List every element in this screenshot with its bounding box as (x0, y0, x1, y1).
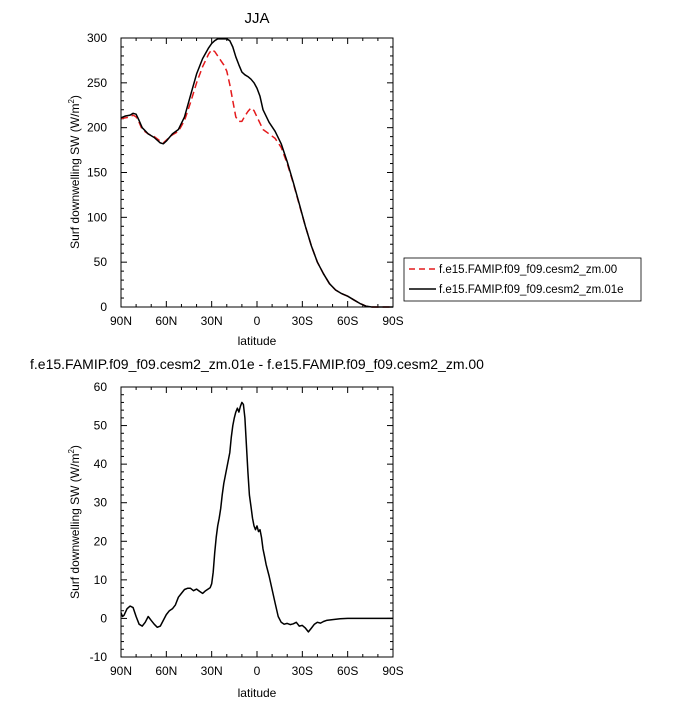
bottom-chart-series-0-line (120, 401, 393, 633)
bottom-chart-y-tick-label: 30 (94, 496, 108, 510)
top-chart-y-tick-label: 200 (87, 121, 107, 135)
bottom-chart-y-tick-labels: -10 0 10 20 30 40 50 60 (90, 380, 108, 664)
legend-label-series-1: f.e15.FAMIP.f09_f09.cesm2_zm.01e (439, 284, 624, 296)
bottom-chart-x-tick-label: 90N (110, 664, 132, 678)
top-chart: JJA 90N 60N 30N 0 30S 60S 90S 0 50 100 150 200 250 3… (67, 10, 642, 348)
top-chart-y-axis-label-sup: 2 (67, 99, 76, 104)
top-chart-y-tick-label: 50 (94, 255, 108, 269)
bottom-chart-plot-frame (120, 386, 394, 658)
bottom-chart-y-tick-label: 20 (94, 534, 108, 548)
top-chart-series (120, 38, 393, 308)
top-chart-series-1-line (120, 38, 393, 308)
top-chart-y-tick-labels: 0 50 100 150 200 250 300 (87, 31, 107, 314)
top-chart-series-0-line (120, 48, 393, 308)
top-chart-y-tick-label: 150 (87, 166, 107, 180)
bottom-chart-x-tick-label: 60S (337, 664, 358, 678)
bottom-chart-y-axis-label-close: ) (68, 445, 82, 449)
top-chart-x-tick-label: 90S (382, 314, 403, 328)
top-chart-y-tick-label: 300 (87, 31, 107, 45)
bottom-chart-x-tick-label: 90S (382, 664, 403, 678)
top-chart-y-axis-label: Surf downwelling SW (W/m2) (67, 95, 82, 249)
bottom-chart-x-tick-label: 60N (155, 664, 177, 678)
bottom-chart-x-tick-label: 30S (292, 664, 313, 678)
top-chart-x-tick-label: 30S (292, 314, 313, 328)
top-chart-x-tick-label: 90N (110, 314, 132, 328)
bottom-chart-x-tick-label: 30N (201, 664, 223, 678)
top-chart-y-axis-label-close: ) (68, 95, 82, 99)
top-chart-y-axis-label-main: Surf downwelling SW (W/m (68, 104, 82, 249)
bottom-chart-y-tick-label: 40 (94, 457, 108, 471)
bottom-chart-y-axis-label-main: Surf downwelling SW (W/m (68, 454, 82, 599)
top-chart-y-tick-label: 250 (87, 76, 107, 90)
bottom-chart: f.e15.FAMIP.f09_f09.cesm2_zm.01e - f.e15… (30, 356, 484, 700)
top-chart-x-tick-label: 30N (201, 314, 223, 328)
top-chart-x-tick-label: 60N (155, 314, 177, 328)
top-chart-y-tick-label: 0 (100, 300, 107, 314)
bottom-chart-ticks (120, 386, 394, 658)
top-chart-x-tick-label: 0 (254, 314, 261, 328)
legend-box (403, 257, 642, 302)
bottom-chart-y-tick-label: 60 (94, 380, 108, 394)
top-chart-plot-frame (120, 37, 394, 308)
top-chart-x-tick-label: 60S (337, 314, 358, 328)
bottom-chart-y-tick-label: -10 (90, 650, 108, 664)
bottom-chart-series (120, 401, 393, 633)
bottom-chart-y-tick-label: 0 (100, 611, 107, 625)
bottom-chart-x-tick-labels: 90N 60N 30N 0 30S 60S 90S (110, 664, 404, 678)
top-chart-x-axis-label: latitude (238, 334, 277, 348)
bottom-chart-y-tick-label: 50 (94, 419, 108, 433)
bottom-chart-x-axis-label: latitude (238, 686, 277, 700)
top-chart-title: JJA (244, 10, 269, 27)
top-chart-y-tick-label: 100 (87, 210, 107, 224)
top-chart-x-tick-labels: 90N 60N 30N 0 30S 60S 90S (110, 314, 404, 328)
legend: f.e15.FAMIP.f09_f09.cesm2_zm.00 f.e15.FA… (403, 257, 642, 302)
top-chart-ticks (120, 37, 394, 308)
legend-label-series-0: f.e15.FAMIP.f09_f09.cesm2_zm.00 (439, 264, 617, 276)
bottom-chart-x-tick-label: 0 (254, 664, 261, 678)
bottom-chart-y-axis-label-sup: 2 (67, 449, 76, 454)
bottom-chart-title: f.e15.FAMIP.f09_f09.cesm2_zm.01e - f.e15… (30, 356, 484, 372)
bottom-chart-y-axis-label: Surf downwelling SW (W/m2) (67, 445, 82, 599)
bottom-chart-y-tick-label: 10 (94, 573, 108, 587)
